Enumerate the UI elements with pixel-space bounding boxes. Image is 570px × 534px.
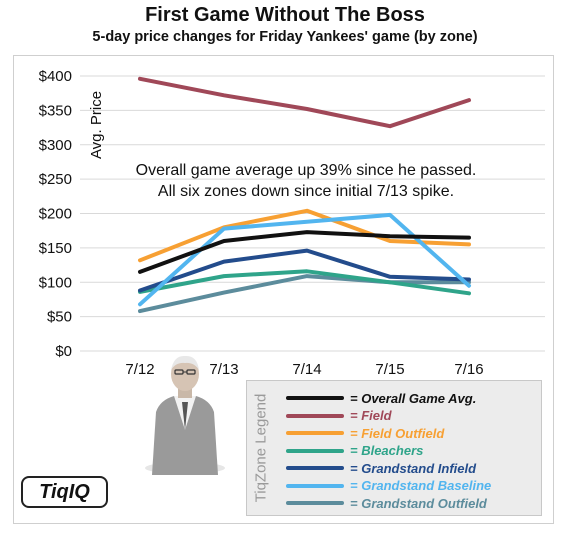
chart-subtitle: 5-day price changes for Friday Yankees' … xyxy=(92,29,478,45)
legend-label: = Grandstand Outfield xyxy=(350,495,487,511)
legend-label: = Field xyxy=(350,408,392,423)
y-tick-label: $150 xyxy=(39,240,72,257)
grid-layer xyxy=(80,75,545,352)
legend-item: = Grandstand Outfield xyxy=(286,495,487,511)
legend-item: = Grandstand Baseline xyxy=(286,478,491,494)
legend-label: = Overall Game Avg. xyxy=(350,390,477,406)
y-tick-label: $350 xyxy=(39,102,72,119)
y-tick-label: $300 xyxy=(39,137,72,154)
y-tick-label: $0 xyxy=(55,343,72,360)
axis-layer: $0 $50 $100 $150 $200 $250 $300 $350 $400 7/12 7/1… xyxy=(39,68,484,378)
y-tick-label: $200 xyxy=(39,206,72,223)
legend-label: = Bleachers xyxy=(350,443,424,458)
legend-label: = Grandstand Infield xyxy=(350,460,477,476)
series-layer xyxy=(138,76,471,314)
legend-swatch xyxy=(286,501,344,505)
y-tick-label: $50 xyxy=(47,309,72,326)
series-line-2 xyxy=(138,208,471,263)
chart-title: First Game Without The Boss xyxy=(145,4,425,26)
tiqiq-logo-text: TiqIQ xyxy=(39,480,90,503)
series-line-3 xyxy=(138,269,471,296)
legend-swatch xyxy=(286,431,344,435)
legend-item: = Overall Game Avg. xyxy=(286,390,476,406)
y-tick-label: $250 xyxy=(39,171,72,188)
y-axis-label: Avg. Price xyxy=(88,91,105,159)
x-tick-label: 7/15 xyxy=(375,361,404,378)
series-line-6 xyxy=(138,274,471,314)
legend-item: = Field xyxy=(286,408,392,424)
legend-swatch xyxy=(286,413,344,418)
legend xyxy=(246,380,542,516)
x-tick-label: 7/14 xyxy=(292,361,321,378)
series-line-4 xyxy=(138,248,471,293)
legend-swatch xyxy=(286,448,344,453)
legend-swatch xyxy=(286,483,344,488)
legend-label: = Grandstand Baseline xyxy=(350,478,492,493)
legend-item: = Field Outfield xyxy=(286,425,444,441)
y-tick-label: $400 xyxy=(39,68,72,85)
x-tick-label: 7/12 xyxy=(125,361,154,378)
series-line-0 xyxy=(138,230,471,274)
legend-swatch xyxy=(286,396,344,400)
legend-swatch xyxy=(286,466,344,470)
legend-item: = Bleachers xyxy=(286,443,423,459)
chart-frame xyxy=(13,55,554,524)
legend-title-text: TiqZone Legend xyxy=(252,393,270,503)
legend-title: TiqZone Legend xyxy=(250,380,272,516)
annotation-line-1: Overall game average up 39% since he pas… xyxy=(136,162,477,179)
series-line-5 xyxy=(138,212,471,307)
annotation-line-2: All six zones down since initial 7/13 sp… xyxy=(158,183,454,200)
x-tick-label: 7/13 xyxy=(209,361,238,378)
legend-item: = Grandstand Infield xyxy=(286,460,476,476)
series-line-1 xyxy=(138,76,471,129)
tiqiq-logo: TiqIQ xyxy=(21,476,108,508)
person-photo xyxy=(145,355,225,475)
y-tick-label: $100 xyxy=(39,274,72,291)
legend-label: = Field Outfield xyxy=(350,425,445,441)
x-tick-label: 7/16 xyxy=(454,361,483,378)
